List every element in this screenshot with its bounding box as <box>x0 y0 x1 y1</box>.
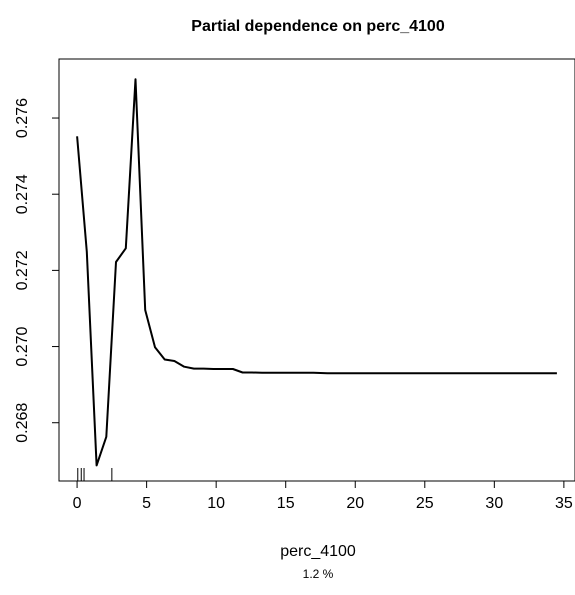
x-axis-subnote: 1.2 % <box>303 567 334 581</box>
x-tick-label: 10 <box>207 495 225 512</box>
y-tick-label: 0.270 <box>14 326 31 366</box>
y-tick-label: 0.268 <box>14 403 31 443</box>
rug-marks <box>77 468 113 481</box>
x-tick-label: 5 <box>142 495 151 512</box>
chart-title: Partial dependence on perc_4100 <box>191 18 445 35</box>
y-tick-label: 0.272 <box>14 250 31 290</box>
partial-dependence-line <box>76 78 557 467</box>
y-axis: 0.268 0.270 0.272 0.274 0.276 <box>14 98 60 443</box>
x-tick-label: 35 <box>555 495 573 512</box>
y-tick-label: 0.276 <box>14 98 31 138</box>
x-tick-label: 20 <box>346 495 364 512</box>
x-tick-label: 0 <box>73 495 82 512</box>
x-axis: 0 5 10 15 20 25 30 35 <box>73 480 573 512</box>
x-tick-label: 30 <box>485 495 503 512</box>
x-axis-label: perc_4100 <box>280 543 356 560</box>
x-tick-label: 25 <box>416 495 434 512</box>
x-tick-label: 15 <box>277 495 295 512</box>
y-tick-label: 0.274 <box>14 174 31 214</box>
